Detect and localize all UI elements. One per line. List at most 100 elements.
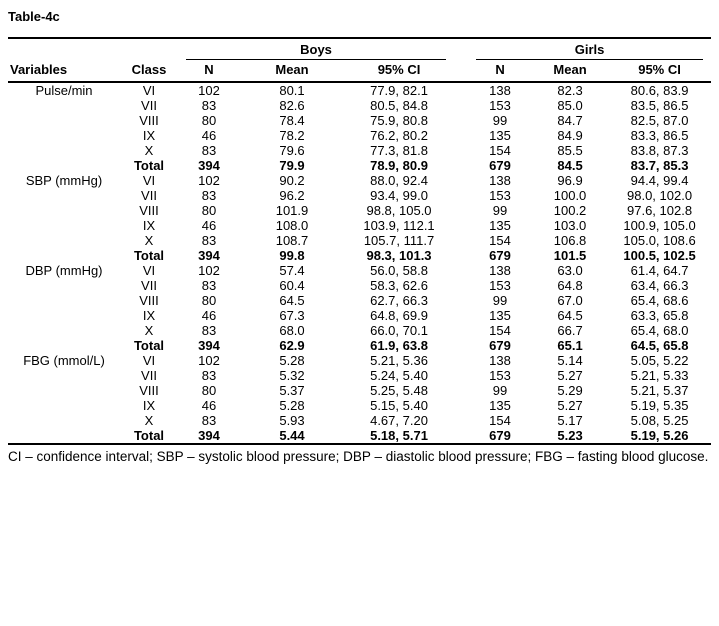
gap-cell [454, 353, 468, 368]
girls-ci-cell: 61.4, 64.7 [630, 263, 689, 278]
girls-ci-cell: 5.19, 5.26 [630, 428, 689, 443]
boys-ci-cell: 4.67, 7.20 [370, 413, 428, 428]
variable-cell [8, 188, 120, 203]
variable-cell [8, 128, 120, 143]
statistics-table: Boys Girls Variables Class N Mean 95% CI… [8, 37, 712, 445]
boys-ci-cell: 61.9, 63.8 [370, 338, 428, 353]
girls-ci-cell: 64.5, 65.8 [630, 338, 689, 353]
variable-cell [8, 428, 120, 444]
girls-ci-cell: 100.9, 105.0 [623, 218, 696, 233]
table-row: SBP (mmHg) VI 102 90.2 88.0, 92.4 138 96.9 94.4… [8, 173, 711, 188]
boys-n-cell: 394 [198, 158, 220, 173]
col-header-variables: Variables [8, 60, 120, 83]
girls-ci-cell: 5.19, 5.35 [630, 398, 689, 413]
table-row: IX 46 108.0 103.9, 112.1 135 103.0 100.9, 105.… [8, 218, 711, 233]
col-header-boys-n: N [178, 60, 240, 83]
girls-mean-cell: 96.9 [557, 173, 583, 188]
girls-mean-cell: 5.17 [557, 413, 583, 428]
variable-cell [8, 383, 120, 398]
girls-mean-cell: 5.27 [557, 368, 583, 383]
boys-mean-cell: 80.1 [279, 83, 305, 98]
girls-n-cell: 99 [492, 113, 508, 128]
girls-n-cell: 154 [489, 323, 511, 338]
class-cell: VIII [139, 203, 159, 218]
variable-cell [8, 308, 120, 323]
boys-mean-cell: 108.0 [275, 218, 309, 233]
girls-mean-cell: 5.23 [557, 428, 583, 443]
girls-n-cell: 99 [492, 383, 508, 398]
girls-mean-cell: 84.9 [557, 128, 583, 143]
boys-ci-cell: 75.9, 80.8 [370, 113, 428, 128]
girls-mean-cell: 5.29 [557, 383, 583, 398]
table-row: VIII 80 5.37 5.25, 5.48 99 5.29 5.21, 5.37 [8, 383, 711, 398]
variable-cell [8, 293, 120, 308]
boys-mean-cell: 67.3 [279, 308, 305, 323]
group-header-spacer [8, 38, 178, 60]
class-cell: Total [133, 158, 165, 173]
gap-cell [454, 158, 468, 173]
girls-ci-cell: 80.6, 83.9 [630, 83, 689, 98]
girls-mean-cell: 64.8 [557, 278, 583, 293]
boys-mean-cell: 5.44 [279, 428, 305, 443]
girls-ci-cell: 63.4, 66.3 [630, 278, 689, 293]
boys-mean-cell: 79.9 [279, 158, 305, 173]
group-header-girls-label: Girls [476, 41, 704, 60]
boys-ci-cell: 62.7, 66.3 [370, 293, 428, 308]
group-header-row: Boys Girls [8, 38, 711, 60]
girls-n-cell: 679 [489, 158, 511, 173]
gap-cell [454, 428, 468, 444]
gap-cell [454, 233, 468, 248]
boys-mean-cell: 5.93 [279, 413, 305, 428]
variable-cell [8, 278, 120, 293]
variable-cell [8, 98, 120, 113]
boys-ci-cell: 5.24, 5.40 [370, 368, 428, 383]
variable-cell [8, 248, 120, 263]
boys-mean-cell: 101.9 [275, 203, 309, 218]
girls-n-cell: 153 [489, 188, 511, 203]
boys-ci-cell: 88.0, 92.4 [370, 173, 428, 188]
class-cell: Total [133, 428, 165, 443]
gap-cell [454, 248, 468, 263]
girls-n-cell: 135 [489, 218, 511, 233]
girls-mean-cell: 63.0 [557, 263, 583, 278]
boys-n-cell: 83 [201, 323, 217, 338]
gap-cell [454, 278, 468, 293]
girls-mean-cell: 103.0 [553, 218, 587, 233]
gap-cell [454, 413, 468, 428]
girls-ci-cell: 83.3, 86.5 [630, 128, 689, 143]
girls-mean-cell: 5.27 [557, 398, 583, 413]
column-header-row: Variables Class N Mean 95% CI N Mean 95%… [8, 60, 712, 83]
group-header-girls: Girls [468, 38, 711, 60]
girls-mean-cell: 65.1 [557, 338, 583, 353]
boys-n-cell: 80 [201, 293, 217, 308]
gap-cell [454, 203, 468, 218]
class-cell: VII [141, 368, 157, 383]
girls-n-cell: 154 [489, 143, 511, 158]
girls-mean-cell: 64.5 [557, 308, 583, 323]
boys-ci-cell: 64.8, 69.9 [370, 308, 428, 323]
girls-ci-cell: 83.8, 87.3 [630, 143, 689, 158]
gap-cell [454, 383, 468, 398]
table-body: Pulse/min VI 102 80.1 77.9, 82.1 138 82.3 80.6,… [8, 82, 711, 444]
boys-n-cell: 80 [201, 383, 217, 398]
table-row: VIII 80 101.9 98.8, 105.0 99 100.2 97.6, 102.8 [8, 203, 711, 218]
class-cell: VIII [139, 113, 159, 128]
class-cell: X [144, 323, 154, 338]
class-cell: VI [142, 263, 156, 278]
boys-ci-cell: 76.2, 80.2 [370, 128, 428, 143]
girls-n-cell: 99 [492, 203, 508, 218]
boys-n-cell: 46 [201, 308, 217, 323]
boys-mean-cell: 64.5 [279, 293, 305, 308]
girls-mean-cell: 66.7 [557, 323, 583, 338]
gap-cell [454, 113, 468, 128]
boys-n-cell: 394 [198, 428, 220, 443]
girls-n-cell: 135 [489, 128, 511, 143]
class-cell: IX [142, 218, 156, 233]
boys-n-cell: 102 [198, 263, 220, 278]
girls-n-cell: 135 [489, 398, 511, 413]
boys-ci-cell: 98.3, 101.3 [366, 248, 432, 263]
boys-mean-cell: 108.7 [275, 233, 309, 248]
variable-cell [8, 218, 120, 233]
boys-n-cell: 102 [198, 173, 220, 188]
table-row: IX 46 5.28 5.15, 5.40 135 5.27 5.19, 5.35 [8, 398, 711, 413]
